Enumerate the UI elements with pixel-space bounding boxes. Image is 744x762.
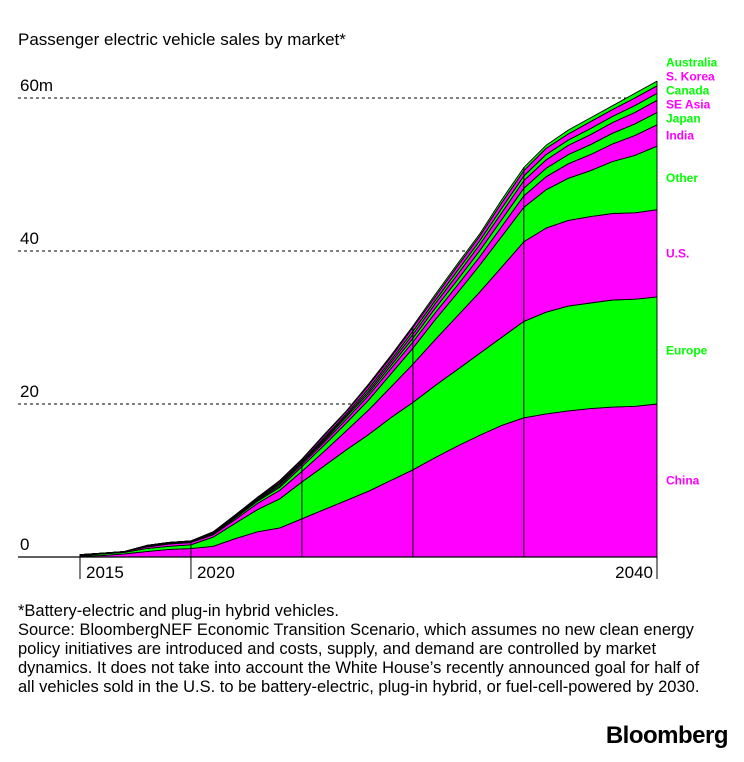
x-tick-label-2020: 2020: [197, 563, 235, 582]
y-tick-label-0: 0: [20, 535, 29, 554]
y-tick-label-40: 40: [20, 229, 39, 248]
chart-title: Passenger electric vehicle sales by mark…: [18, 30, 346, 49]
legend-india: India: [666, 128, 694, 142]
notes: *Battery-electric and plug-in hybrid veh…: [18, 602, 718, 697]
y-tick-label-20: 20: [20, 382, 39, 401]
legend-japan: Japan: [666, 112, 701, 126]
y-tick-label-60m: 60m: [20, 76, 53, 95]
legend-u-s: U.S.: [666, 246, 689, 260]
x-tick-label-2015: 2015: [86, 563, 124, 582]
legend-canada: Canada: [666, 84, 710, 98]
legend-australia: Australia: [666, 56, 718, 70]
legend-other: Other: [666, 171, 698, 185]
footnote: *Battery-electric and plug-in hybrid veh…: [18, 602, 339, 620]
x-axis: [18, 556, 658, 579]
source-note: Source: BloombergNEF Economic Transition…: [18, 621, 700, 696]
legend-s-korea: S. Korea: [666, 70, 715, 84]
legend-china: China: [666, 474, 700, 488]
legend-se-asia: SE Asia: [666, 98, 711, 112]
y-axis-labels: 0 20 40 60m: [20, 76, 53, 554]
x-tick-label-2040: 2040: [615, 563, 653, 582]
area-layers: [79, 80, 658, 558]
x-axis-labels: 2015 2020 2040: [86, 563, 653, 582]
legend-europe: Europe: [666, 343, 708, 357]
year-guide-lines: [190, 167, 525, 557]
bloomberg-logo: Bloomberg: [605, 722, 729, 749]
area-australia: [79, 80, 658, 556]
grid-lines: [18, 97, 657, 405]
